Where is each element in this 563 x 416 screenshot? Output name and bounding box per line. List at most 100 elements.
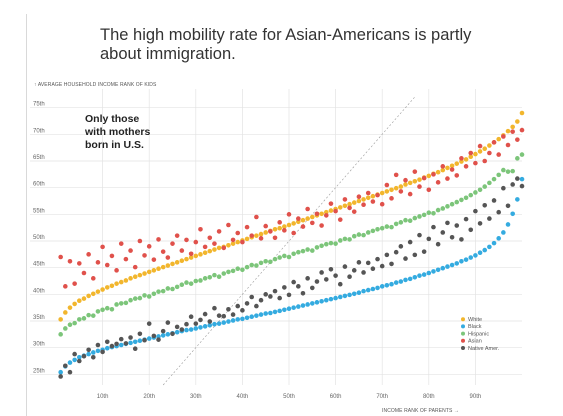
data-point [212, 247, 217, 252]
data-point [417, 177, 422, 182]
data-point [454, 199, 460, 205]
data-point [501, 185, 506, 191]
legend-label: Black [468, 324, 482, 330]
data-point [431, 224, 436, 230]
data-point [440, 164, 446, 169]
data-point [179, 248, 185, 253]
data-point [417, 184, 422, 189]
data-point [240, 316, 245, 322]
data-point [230, 268, 236, 274]
data-point [244, 236, 250, 242]
data-point [407, 191, 413, 197]
data-point [282, 307, 287, 313]
data-point [282, 228, 287, 233]
x-tick-label: 30th [190, 394, 202, 400]
data-point [184, 321, 189, 327]
data-point [440, 167, 446, 173]
data-point [249, 294, 255, 300]
data-point [132, 296, 138, 301]
data-point [77, 317, 82, 322]
data-point [463, 216, 469, 222]
data-point [151, 333, 157, 339]
data-point [86, 252, 91, 257]
data-point [128, 297, 133, 303]
data-point [72, 320, 77, 326]
data-point [240, 239, 245, 245]
data-point [337, 238, 343, 243]
data-point [254, 233, 259, 238]
data-point [370, 193, 376, 199]
data-point [244, 301, 250, 306]
data-point [170, 286, 175, 292]
data-point [487, 216, 492, 221]
data-point [282, 224, 287, 229]
data-point [300, 303, 306, 308]
data-point [435, 267, 441, 273]
data-point [361, 202, 366, 208]
data-point [337, 217, 343, 222]
data-point [58, 374, 63, 379]
data-point [361, 232, 366, 238]
data-point [417, 232, 422, 238]
grid-lines [30, 89, 522, 385]
data-point [254, 214, 259, 220]
data-point [188, 255, 194, 260]
data-point [277, 220, 282, 225]
data-point [67, 360, 73, 365]
data-point [198, 226, 203, 232]
data-point [468, 192, 474, 198]
data-point [477, 149, 483, 154]
data-point [319, 298, 324, 304]
data-point [244, 315, 250, 321]
data-point [198, 317, 203, 323]
data-point [296, 284, 301, 289]
data-point [118, 279, 124, 285]
data-point [370, 286, 376, 292]
data-point [431, 269, 436, 274]
data-point [454, 261, 460, 266]
data-point [254, 303, 259, 309]
data-point [277, 255, 282, 260]
data-point [184, 256, 189, 262]
data-point [314, 279, 320, 284]
data-point [510, 211, 515, 217]
data-point [146, 336, 152, 341]
data-point [286, 292, 292, 298]
x-tick-label: 60th [330, 394, 342, 400]
data-point [277, 225, 282, 231]
data-point [370, 266, 376, 272]
data-point [459, 159, 464, 164]
legend-swatch [461, 317, 465, 322]
data-point [515, 156, 520, 161]
data-point [445, 264, 450, 269]
data-point [328, 201, 334, 206]
data-point [361, 270, 366, 275]
data-point [407, 218, 413, 224]
data-point [128, 248, 133, 253]
data-point [174, 260, 180, 265]
data-point [235, 239, 241, 245]
data-point [63, 310, 68, 315]
data-point [296, 216, 301, 221]
data-point [421, 272, 427, 277]
data-point [375, 285, 380, 291]
data-point [207, 248, 213, 254]
data-point [487, 143, 492, 148]
data-point [202, 324, 208, 329]
data-point [515, 137, 520, 142]
data-point [63, 363, 68, 369]
data-point [90, 354, 96, 360]
data-point [328, 266, 334, 272]
data-point [482, 158, 488, 164]
data-point [193, 278, 199, 284]
data-point [100, 287, 105, 292]
data-point [314, 300, 320, 305]
data-point [221, 313, 227, 319]
data-point [282, 285, 287, 290]
data-point [160, 328, 166, 334]
data-point [123, 341, 129, 346]
data-point [463, 195, 469, 201]
data-point [272, 288, 278, 294]
